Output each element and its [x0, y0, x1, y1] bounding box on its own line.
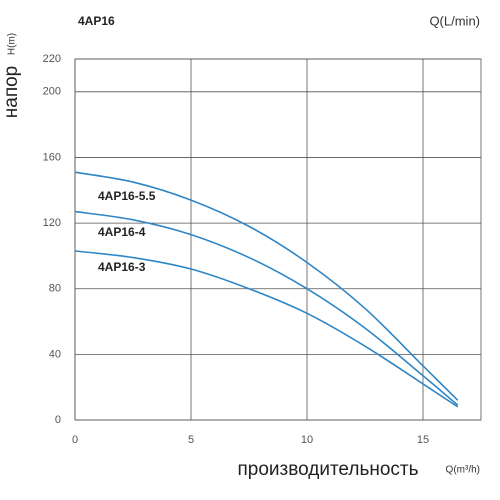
y-tick-label: 220 [43, 53, 61, 65]
y-tick-label: 80 [49, 283, 61, 295]
y-tick-label: 0 [55, 414, 61, 426]
y-tick-label: 200 [43, 86, 61, 98]
y-axis-unit: H(m) [7, 33, 18, 55]
y-tick-label: 120 [43, 217, 61, 229]
top-label: Q(L/min) [429, 13, 480, 28]
curve [74, 171, 459, 401]
x-axis-unit: Q(m³/h) [446, 465, 480, 476]
series-label: 4AP16-4 [98, 225, 146, 239]
x-axis-label: производительность [237, 459, 418, 480]
x-tick-label: 0 [72, 434, 78, 446]
y-tick-label: 160 [43, 151, 61, 163]
x-tick-label: 10 [301, 434, 313, 446]
y-axis-label: напор [1, 66, 22, 118]
plot-frame [74, 58, 482, 421]
y-tick-label: 40 [49, 348, 61, 360]
curve [74, 250, 459, 408]
curve [74, 210, 459, 406]
x-tick-label: 15 [417, 434, 429, 446]
series-label: 4AP16-3 [98, 260, 146, 274]
series-label: 4AP16-5.5 [98, 189, 156, 203]
chart-title: 4AP16 [78, 14, 115, 28]
x-tick-label: 5 [188, 434, 194, 446]
